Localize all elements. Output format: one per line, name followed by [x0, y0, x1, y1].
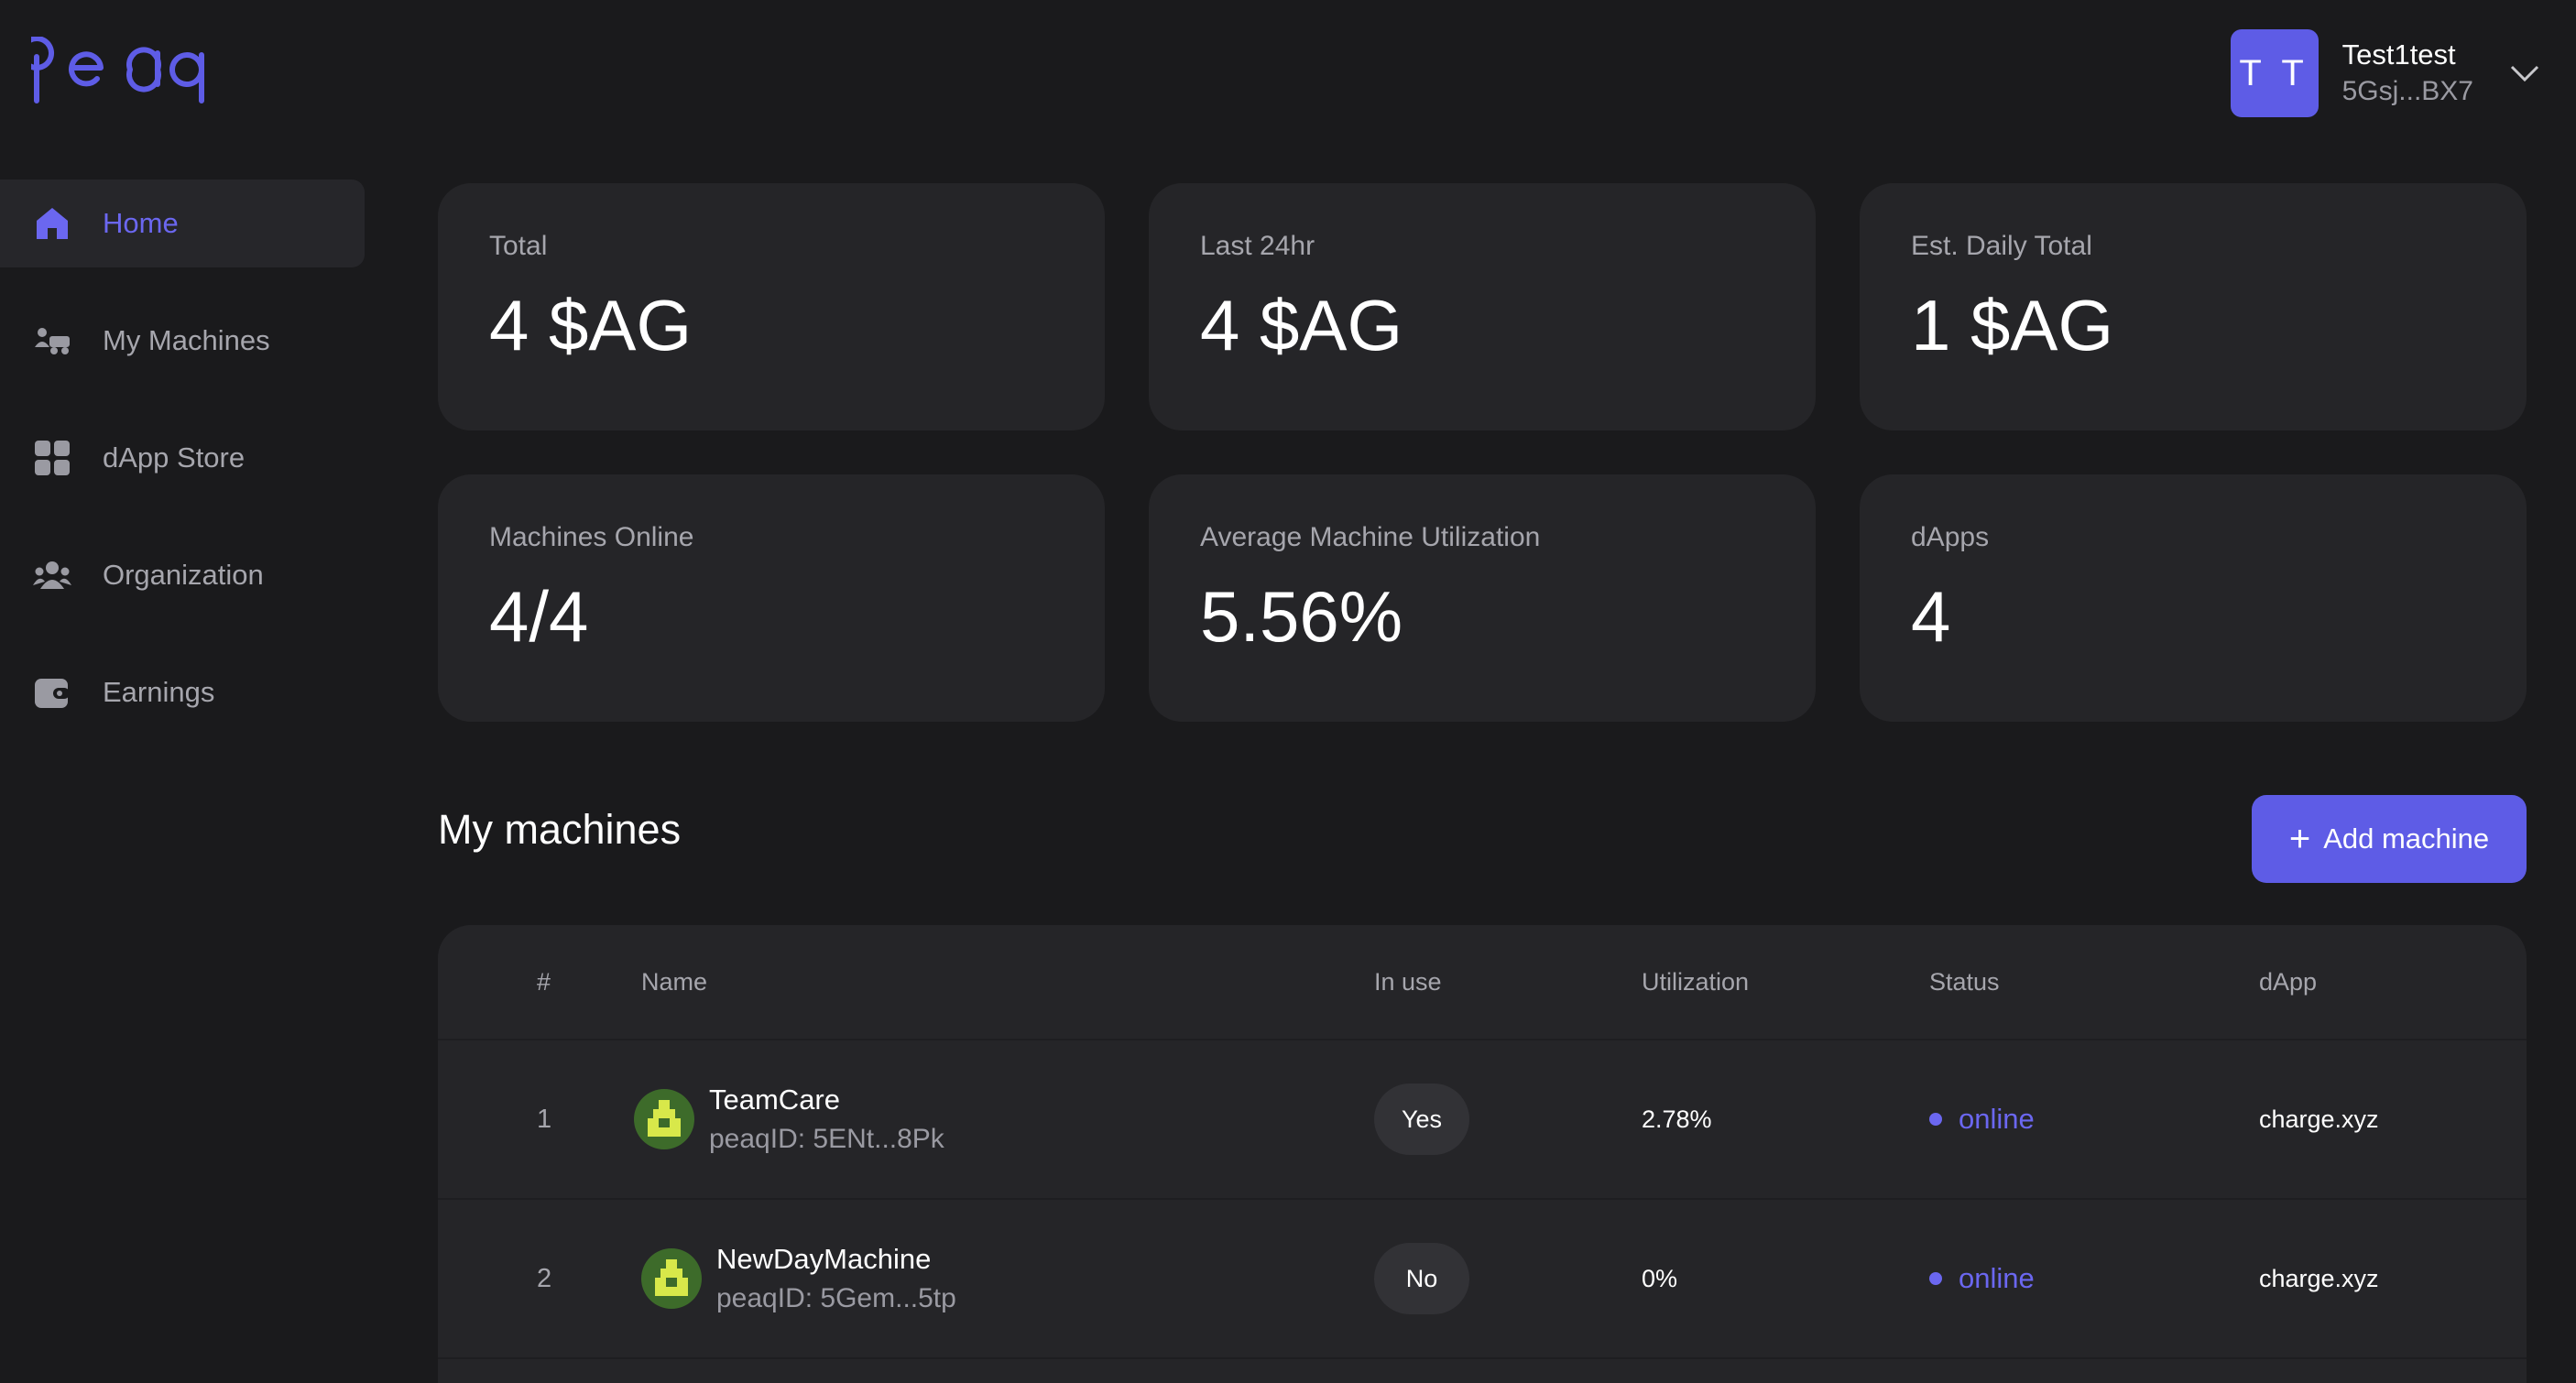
sidebar-item-label: Organization	[103, 559, 264, 591]
sidebar-item-label: My Machines	[103, 324, 270, 356]
sidebar-item-home[interactable]: Home	[0, 180, 365, 267]
stat-label: dApps	[1911, 522, 1990, 552]
stat-value: 5.56%	[1200, 576, 1403, 657]
status-text: online	[1959, 1103, 2035, 1135]
stat-label: Machines Online	[489, 522, 694, 552]
stat-value: 4 $AG	[1200, 285, 1403, 365]
stat-card-last-24hr: Last 24hr 4 $AG	[1149, 183, 1816, 430]
chevron-down-icon[interactable]	[2506, 55, 2543, 92]
sidebar-item-earnings[interactable]: Earnings	[0, 648, 365, 736]
user-name: Test1test	[2341, 38, 2456, 71]
in-use-badge: No	[1374, 1243, 1469, 1314]
row-index: 2	[537, 1263, 552, 1293]
sidebar: Home My Machines dApp Store Organization	[0, 180, 365, 766]
sidebar-item-label: dApp Store	[103, 441, 246, 474]
machines-icon	[35, 328, 70, 354]
row-index: 1	[537, 1104, 552, 1134]
stat-label: Last 24hr	[1200, 231, 1315, 261]
machine-name: NewDayMachine	[716, 1243, 932, 1275]
dapp-value: charge.xyz	[2259, 1105, 2379, 1133]
status-dot-icon	[1929, 1113, 1942, 1126]
stats-grid: Total 4 $AG Last 24hr 4 $AG Est. Daily T…	[438, 183, 2527, 722]
status-badge: online	[1929, 1262, 2035, 1295]
machine-name: TeamCare	[709, 1084, 840, 1116]
machine-name-cell[interactable]: TeamCare peaqID: 5ENt...8Pk	[634, 1040, 944, 1198]
machine-peaq-id: peaqID: 5ENt...8Pk	[709, 1124, 944, 1154]
stat-value: 4/4	[489, 576, 589, 657]
machine-peaq-id: peaqID: 5Gem...5tp	[716, 1283, 956, 1313]
column-header-utilization: Utilization	[1642, 967, 1750, 996]
machines-table: # Name In use Utilization Status dApp 1 …	[438, 925, 2527, 1383]
sidebar-item-my-machines[interactable]: My Machines	[0, 297, 365, 385]
column-header-dapp: dApp	[2259, 967, 2318, 996]
status-badge: online	[1929, 1103, 2035, 1136]
stat-label: Average Machine Utilization	[1200, 522, 1541, 552]
table-header: # Name In use Utilization Status dApp	[438, 925, 2527, 1040]
home-icon	[37, 208, 68, 239]
machine-avatar-icon	[641, 1248, 702, 1309]
machine-name-cell[interactable]: NewDayMachine peaqID: 5Gem...5tp	[641, 1200, 956, 1357]
sidebar-item-label: Home	[103, 207, 179, 239]
table-row[interactable]: 2 NewDayMachine peaqID: 5Gem...5tp No 0%	[438, 1200, 2527, 1359]
sidebar-item-dapp-store[interactable]: dApp Store	[0, 414, 365, 502]
stat-label: Total	[489, 231, 548, 261]
user-menu[interactable]: T T Test1test 5Gsj...BX7	[2230, 29, 2543, 117]
column-header-name: Name	[641, 967, 708, 996]
stat-card-machines-online: Machines Online 4/4	[438, 474, 1105, 722]
user-address: 5Gsj...BX7	[2341, 76, 2473, 106]
stat-card-dapps: dApps 4	[1860, 474, 2527, 722]
add-machine-label: Add machine	[2323, 822, 2490, 855]
column-header-in-use: In use	[1374, 967, 1442, 996]
status-text: online	[1959, 1262, 2035, 1294]
column-header-index: #	[537, 967, 551, 996]
add-machine-button[interactable]: + Add machine	[2252, 795, 2527, 883]
in-use-badge: Yes	[1374, 1084, 1469, 1155]
table-row[interactable]: 1 TeamCare peaqID: 5ENt...8Pk Yes 2.78%	[438, 1040, 2527, 1200]
grid-icon	[35, 441, 70, 475]
stat-label: Est. Daily Total	[1911, 231, 2092, 261]
people-icon	[33, 561, 71, 589]
stat-value: 4 $AG	[489, 285, 693, 365]
sidebar-item-label: Earnings	[103, 676, 215, 708]
stat-card-average-utilization: Average Machine Utilization 5.56%	[1149, 474, 1816, 722]
wallet-icon	[35, 679, 70, 708]
stat-card-total: Total 4 $AG	[438, 183, 1105, 430]
avatar[interactable]: T T	[2230, 29, 2319, 117]
plus-icon: +	[2288, 819, 2311, 859]
machine-avatar-icon	[634, 1089, 694, 1149]
column-header-status: Status	[1929, 967, 2000, 996]
dapp-value: charge.xyz	[2259, 1264, 2379, 1292]
stat-card-est-daily-total: Est. Daily Total 1 $AG	[1860, 183, 2527, 430]
utilization-value: 2.78%	[1642, 1105, 1712, 1133]
stat-value: 1 $AG	[1911, 285, 2114, 365]
sidebar-item-organization[interactable]: Organization	[0, 531, 365, 619]
section-title: My machines	[438, 806, 682, 853]
peaq-logo[interactable]	[19, 36, 214, 110]
utilization-value: 0%	[1642, 1264, 1678, 1292]
status-dot-icon	[1929, 1272, 1942, 1285]
stat-value: 4	[1911, 576, 1951, 657]
